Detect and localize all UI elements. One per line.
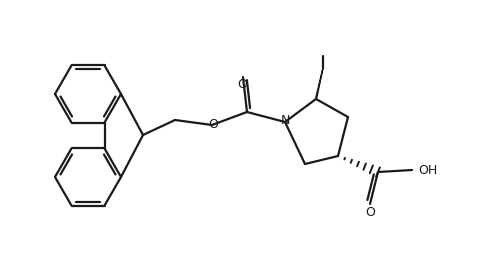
Text: O: O xyxy=(208,118,218,131)
Text: OH: OH xyxy=(418,163,438,177)
Text: N: N xyxy=(280,115,290,128)
Polygon shape xyxy=(316,68,323,99)
Text: O: O xyxy=(365,206,375,220)
Text: O: O xyxy=(237,79,247,91)
